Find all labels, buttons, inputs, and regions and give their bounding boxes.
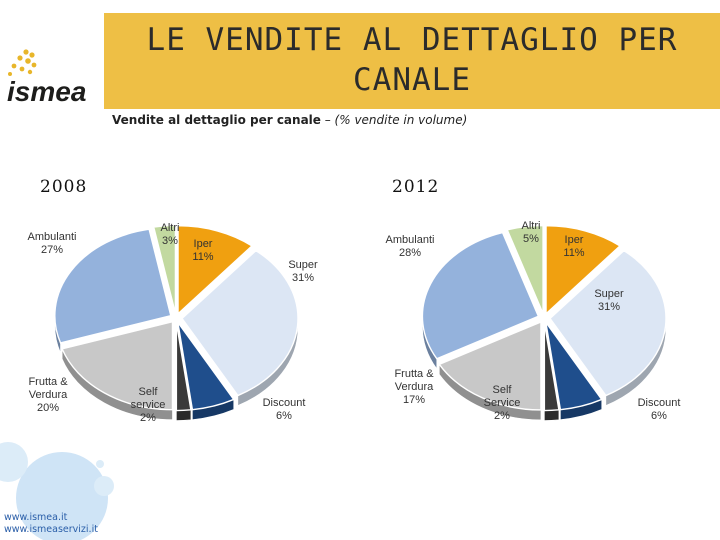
pie-2008-slice-frutta-verdura	[61, 320, 174, 411]
pie-2012-label-self-service: Self Service 2%	[484, 384, 521, 422]
pie-2012-label-discount: Discount 6%	[638, 397, 681, 422]
pie-2008-slice-super	[181, 249, 299, 397]
background-bubbles	[0, 442, 114, 540]
pie-2012-slice-discount	[545, 321, 603, 411]
pie-2012-label-iper: Iper 11%	[563, 234, 584, 259]
pie-2008-label-frutta-verdura: Frutta & Verdura 20%	[28, 376, 68, 414]
pie-2008-label-altri: Altri 3%	[161, 222, 180, 247]
pie-2012-slice-altri	[506, 224, 544, 314]
chart-subtitle: Vendite al dettaglio per canale – (% ven…	[112, 113, 467, 127]
subtitle-unit: – (% vendite in volume)	[320, 113, 468, 127]
ismea-logo: ismea	[7, 49, 86, 107]
pie-2012-slice-iper	[545, 225, 622, 316]
pie-2008-slice-side-self-service	[176, 409, 192, 421]
pie-2008: Iper 11% Super 31% Discount 6% Self service 2% Fr…	[28, 222, 318, 424]
pie-2008-label-self-service: Self service 2%	[131, 386, 166, 424]
pie-2008-label-iper: Iper 11%	[192, 238, 213, 263]
pie-2012-slice-side-self-service	[544, 409, 560, 421]
pie-2012-slice-self-service	[543, 322, 560, 412]
footer-link-ismea[interactable]: www.ismea.it	[4, 512, 68, 523]
year-2012-title: 2012	[392, 177, 440, 197]
pie-2008-slice-discount	[177, 321, 235, 411]
pie-2008-slice-altri	[152, 224, 177, 314]
slide-title: LE VENDITE AL DETTAGLIO PER CANALE	[146, 22, 678, 98]
logo-wordmark: ismea	[7, 76, 86, 107]
pie-2012: Iper 11% Super 31% Discount 6% Self Service 2% Fr…	[386, 220, 681, 422]
pie-2012-slice-ambulanti	[421, 231, 540, 360]
pie-2008-label-ambulanti: Ambulanti 27%	[28, 231, 77, 256]
pie-2008-slice-self-service	[175, 322, 192, 412]
pie-2012-slice-super	[549, 249, 667, 397]
pie-2012-slice-frutta-verdura	[438, 320, 542, 411]
bubble-dot	[96, 460, 104, 468]
pie-2008-label-super: Super 31%	[288, 259, 318, 284]
pie-2008-label-discount: Discount 6%	[263, 397, 306, 422]
title-band	[104, 13, 720, 109]
subtitle-main: Vendite al dettaglio per canale	[112, 113, 321, 127]
pie-2012-label-frutta-verdura: Frutta & Verdura 17%	[394, 368, 434, 406]
footer-links: www.ismea.it www.ismeaservizi.it	[4, 512, 98, 536]
pie-2012-label-altri: Altri 5%	[522, 220, 541, 245]
pie-2008-slice-iper	[177, 225, 254, 316]
bubble-small	[0, 442, 28, 482]
bubble-tiny	[94, 476, 114, 496]
pie-2012-label-ambulanti: Ambulanti 28%	[386, 234, 435, 259]
footer-link-ismeaservizi[interactable]: www.ismeaservizi.it	[4, 524, 98, 535]
pie-2012-label-super: Super 31%	[594, 288, 624, 313]
pie-2008-slice-ambulanti	[54, 228, 172, 344]
year-2008-title: 2008	[40, 177, 88, 197]
bubble-large	[16, 452, 108, 540]
